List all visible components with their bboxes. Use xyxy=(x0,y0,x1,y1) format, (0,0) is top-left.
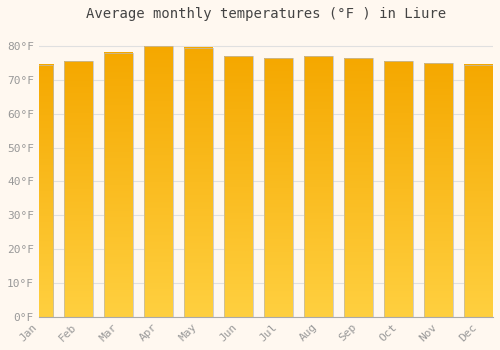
Bar xyxy=(64,61,93,317)
Bar xyxy=(224,56,253,317)
Bar xyxy=(264,58,293,317)
Title: Average monthly temperatures (°F ) in Liure: Average monthly temperatures (°F ) in Li… xyxy=(86,7,446,21)
Bar xyxy=(144,46,173,317)
Bar xyxy=(304,56,333,317)
Bar xyxy=(104,53,133,317)
Bar xyxy=(464,65,493,317)
Bar xyxy=(424,63,453,317)
Bar xyxy=(344,58,373,317)
Bar xyxy=(24,65,53,317)
Bar xyxy=(184,48,213,317)
Bar xyxy=(384,61,413,317)
